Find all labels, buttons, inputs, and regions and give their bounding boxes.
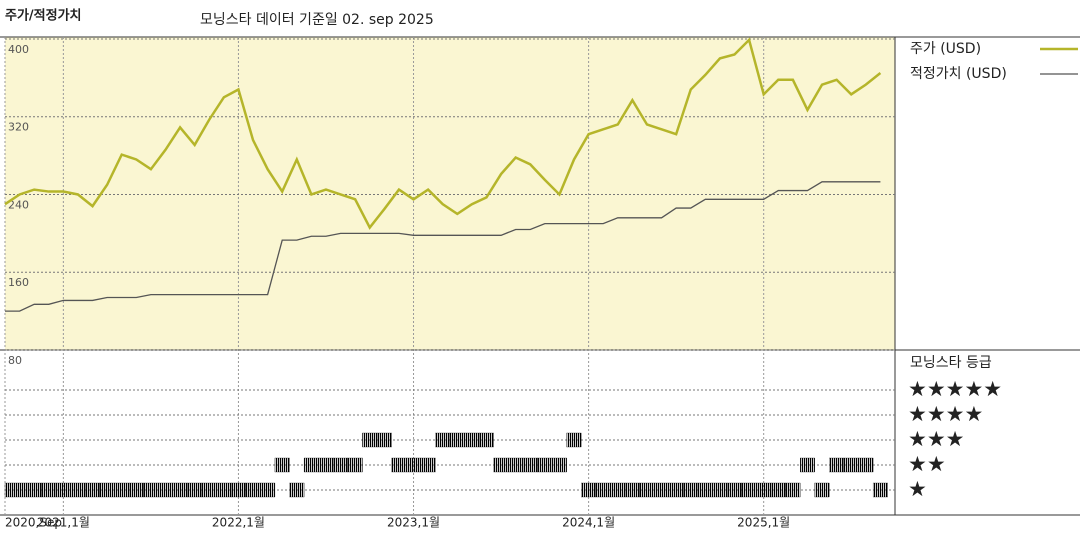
x-tick-label: 2022,1월 — [212, 516, 265, 530]
rating-bar — [376, 432, 392, 448]
x-tick-label: 2025,1월 — [737, 516, 790, 530]
x-tick-label: 2023,1월 — [387, 516, 440, 530]
rating-bar — [741, 482, 757, 498]
x-tick-label: 2021,1월 — [37, 516, 90, 530]
rating-bar — [187, 482, 203, 498]
rating-bar — [508, 457, 524, 473]
rating-bar — [172, 482, 188, 498]
series-line — [5, 181, 881, 312]
x-tick-label: 2020,Sep — [5, 516, 62, 530]
rating-label: ★★ — [908, 452, 946, 476]
rating-bar — [566, 432, 582, 448]
rating-bar — [639, 482, 655, 498]
rating-bar — [449, 432, 465, 448]
rating-bar — [595, 482, 611, 498]
rating-bar — [800, 457, 815, 473]
rating-bar — [245, 482, 261, 498]
rating-bar — [814, 482, 830, 498]
chart-title: 주가/적정가치 — [5, 8, 82, 24]
rating-bar — [12, 482, 28, 498]
y-tick-label: 80 — [8, 354, 22, 367]
y-tick-label: 240 — [8, 198, 29, 211]
rating-label: ★★★ — [908, 427, 964, 451]
rating-bar — [668, 482, 684, 498]
rating-bar — [683, 482, 699, 498]
rating-bar — [624, 482, 640, 498]
rating-title: 모닝스타 등급 — [910, 355, 992, 371]
legend-label: 주가 (USD) — [910, 41, 981, 57]
rating-bar — [727, 482, 742, 498]
rating-bar — [406, 457, 421, 473]
rating-label: ★ — [908, 477, 927, 501]
rating-bar — [464, 432, 480, 448]
rating-bar — [551, 457, 567, 473]
rating-bar — [216, 482, 232, 498]
rating-bar — [843, 457, 859, 473]
rating-bar — [114, 482, 130, 498]
rating-bar — [785, 482, 801, 498]
rating-bar — [420, 457, 436, 473]
rating-bar — [347, 457, 363, 473]
rating-bar — [128, 482, 144, 498]
rating-bar — [99, 482, 115, 498]
rating-bar — [143, 482, 159, 498]
rating-bar — [4, 482, 13, 498]
series-line — [4, 37, 882, 230]
rating-bar — [230, 482, 246, 498]
rating-bar — [581, 482, 597, 498]
rating-bar — [756, 482, 772, 498]
rating-label: ★★★★★ — [908, 377, 1002, 401]
rating-bar — [318, 457, 334, 473]
rating-bar — [537, 457, 553, 473]
rating-bar — [479, 432, 494, 448]
chart-subtitle: 모닝스타 데이터 기준일 02. sep 2025 — [200, 12, 434, 28]
rating-bar — [260, 482, 276, 498]
rating-bar — [522, 457, 538, 473]
rating-bar — [391, 457, 407, 473]
x-tick-label: 2024,1월 — [562, 516, 615, 530]
rating-bar — [493, 457, 509, 473]
rating-bar — [55, 482, 71, 498]
rating-bar — [770, 482, 786, 498]
rating-bar — [333, 457, 349, 473]
rating-bar — [697, 482, 713, 498]
rating-bar — [41, 482, 57, 498]
rating-bar — [610, 482, 626, 498]
rating-bar — [201, 482, 217, 498]
rating-bar — [85, 482, 100, 498]
rating-bar — [829, 457, 845, 473]
rating-bar — [654, 482, 670, 498]
rating-bar — [858, 457, 874, 473]
rating-bar — [362, 432, 378, 448]
rating-bar — [435, 432, 451, 448]
legend-label: 적정가치 (USD) — [910, 66, 1007, 82]
plot-background — [5, 37, 895, 350]
y-tick-label: 400 — [8, 43, 29, 56]
rating-bar — [872, 482, 888, 498]
rating-bar — [289, 482, 305, 498]
rating-bar — [712, 482, 728, 498]
rating-bar — [158, 482, 173, 498]
rating-bar — [274, 457, 290, 473]
rating-bar — [70, 482, 86, 498]
rating-bar — [26, 482, 42, 498]
y-tick-label: 320 — [8, 121, 29, 134]
y-tick-label: 160 — [8, 276, 29, 289]
rating-bar — [303, 457, 319, 473]
rating-label: ★★★★ — [908, 402, 983, 426]
